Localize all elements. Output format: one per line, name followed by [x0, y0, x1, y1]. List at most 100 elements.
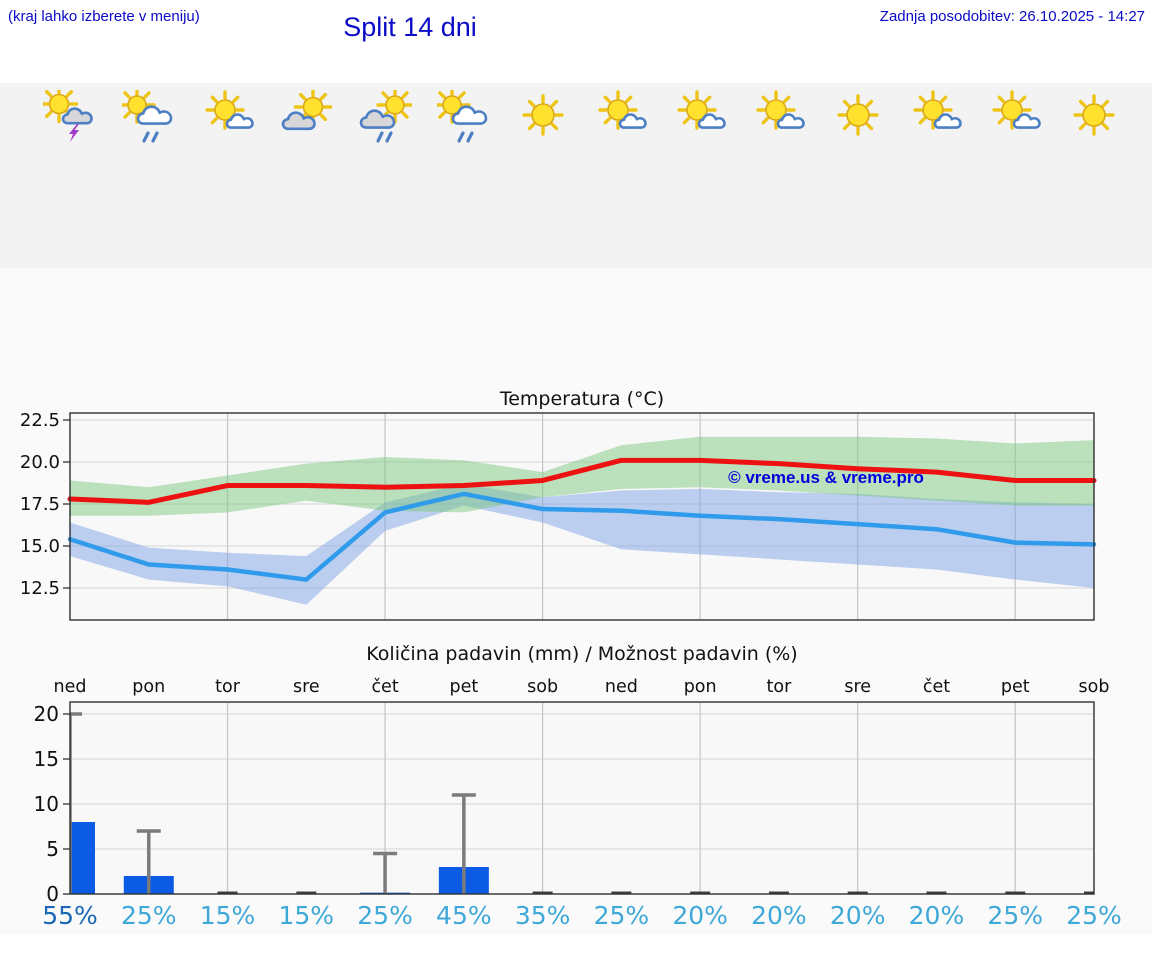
day-weather-icon-wrap	[503, 90, 583, 146]
sun-ray	[550, 122, 558, 131]
precip-probability-label: 25%	[1066, 901, 1122, 930]
sun-ray	[842, 122, 851, 131]
day-weather-icon-wrap	[739, 90, 819, 146]
day-weather-icon-wrap	[818, 90, 898, 146]
precip-day-label: pon	[684, 677, 717, 697]
sun-ray	[457, 91, 466, 99]
temperature-chart: 12.5 15.0 17.5 20.0 22.5 © vreme.us & vreme.p…	[20, 410, 1097, 621]
precip-bar	[70, 822, 95, 894]
temp-range-band	[70, 483, 1094, 605]
temp-y-tick-label: 22.5	[20, 410, 60, 431]
precip-day-label: tor	[215, 677, 241, 697]
cloud-shape	[225, 113, 254, 129]
max-temp-line	[67, 457, 1097, 505]
forecast-day-column	[30, 83, 110, 148]
precip-probability-label: 25%	[357, 901, 413, 930]
partly-weather-icon	[598, 90, 648, 130]
cloud-shape	[934, 113, 963, 129]
cloud-shape	[776, 113, 805, 129]
lightning-bolt	[69, 124, 79, 142]
sun-ray	[1101, 122, 1110, 131]
forecast-day-column	[975, 83, 1055, 148]
zero-precip-mark	[768, 891, 789, 894]
precip-day-label: sre	[844, 677, 871, 697]
sun-ray	[550, 99, 558, 108]
cloud-shape	[136, 105, 173, 125]
rain-drop	[457, 131, 465, 143]
min-temp-line	[67, 491, 1097, 582]
partly-weather-icon	[204, 90, 254, 130]
sun-ray	[299, 92, 307, 101]
day-weather-icon-wrap	[1054, 90, 1134, 146]
partly-weather-icon	[913, 90, 963, 130]
sun-ray	[940, 95, 948, 104]
rain-drop	[142, 131, 150, 143]
sun-ray	[625, 95, 633, 104]
precip-y-tick-label: 15	[34, 747, 59, 771]
sun-ray	[438, 111, 446, 119]
precip-day-label: sob	[1079, 677, 1110, 697]
precip-y-tick-label: 20	[34, 702, 59, 726]
sun-ray	[319, 113, 328, 122]
sun-ray	[919, 95, 927, 104]
temp-range-band	[70, 436, 1094, 516]
forecast-day-column	[818, 83, 898, 148]
cloud-shape	[697, 113, 726, 129]
precip-probability-label: 20%	[751, 901, 807, 930]
sun-ray	[401, 111, 409, 119]
sun-ray	[231, 95, 239, 104]
temp-y-tick-label: 15.0	[20, 536, 60, 557]
precip-probability-label: 15%	[278, 901, 335, 930]
sun-weather-icon	[1073, 94, 1115, 136]
precip-probability-label: 25%	[593, 901, 650, 930]
precipitation-chart-title: Količina padavin (mm) / Možnost padavin …	[366, 643, 798, 665]
thunder-weather-icon	[39, 84, 93, 142]
sun-ray	[761, 95, 770, 104]
precip-probability-label: 15%	[199, 901, 256, 930]
precip-day-label: čet	[923, 677, 950, 697]
day-weather-icon-wrap	[345, 86, 425, 146]
precip-probability-label: 25%	[987, 901, 1043, 930]
precip-day-label: tor	[767, 677, 793, 697]
sun-ray	[527, 122, 536, 131]
rain-weather-icon	[118, 86, 173, 143]
cloud-shape	[61, 107, 93, 125]
sun-ray	[842, 99, 851, 108]
temp-y-tick-label: 20.0	[20, 452, 60, 473]
partly-weather-icon	[756, 90, 805, 130]
forecast-day-column	[424, 83, 504, 148]
sun-disc	[1082, 103, 1106, 127]
forecast-day-column	[581, 83, 661, 148]
precip-probability-label: 20%	[908, 901, 965, 930]
temp-plot-border	[69, 412, 1095, 621]
sun-disc	[1001, 99, 1024, 121]
zero-precip-mark	[1005, 891, 1026, 894]
rain-weather-icon	[433, 86, 488, 143]
precip-day-label: ned	[54, 677, 87, 697]
precip-probability-label: 35%	[514, 901, 571, 930]
forecast-day-column	[503, 83, 583, 148]
sun-ray	[919, 116, 927, 125]
sun-disc	[607, 99, 630, 121]
precip-day-label: ned	[605, 677, 638, 697]
precip-y-tick-label: 5	[46, 837, 59, 861]
day-weather-icon-wrap	[581, 90, 661, 146]
zero-precip-mark	[217, 891, 238, 894]
sun-ray	[123, 111, 131, 119]
rain-gray-weather-icon	[359, 86, 414, 143]
day-weather-icon-wrap	[660, 90, 740, 146]
precip-plot-area	[70, 702, 1094, 894]
precip-plot-border	[69, 701, 1095, 895]
zero-precip-mark	[847, 891, 868, 894]
precip-day-label: čet	[371, 677, 398, 697]
sun-ray	[319, 92, 328, 101]
forecast-day-column	[266, 83, 346, 148]
sun-ray	[527, 99, 536, 108]
sun-ray	[401, 91, 409, 99]
sun-ray	[65, 89, 74, 98]
temp-y-tick-label: 12.5	[20, 578, 60, 599]
sun-ray	[997, 95, 1006, 104]
sun-disc	[845, 103, 870, 127]
precip-day-label: pet	[449, 677, 478, 697]
precip-day-label: pet	[1001, 677, 1030, 697]
